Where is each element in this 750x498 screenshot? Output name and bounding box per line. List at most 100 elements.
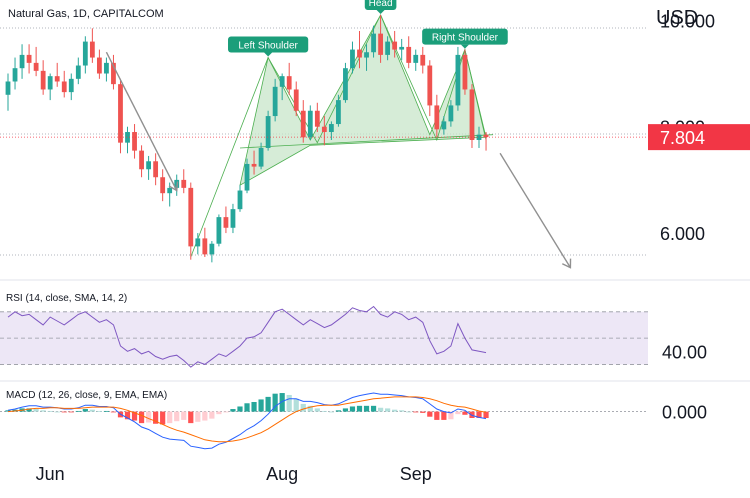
candle[interactable]: [153, 153, 159, 186]
candle[interactable]: [12, 57, 18, 90]
macd-histogram-bar: [131, 411, 138, 421]
candle[interactable]: [251, 150, 257, 175]
candle[interactable]: [462, 49, 468, 95]
candle[interactable]: [118, 78, 123, 154]
candle-body: [75, 65, 81, 79]
candle-body: [321, 126, 327, 133]
candle[interactable]: [378, 15, 383, 63]
candle[interactable]: [68, 73, 74, 101]
candle[interactable]: [343, 62, 348, 103]
candle[interactable]: [188, 182, 194, 260]
candle[interactable]: [104, 57, 109, 82]
candle[interactable]: [336, 94, 341, 127]
candle[interactable]: [385, 36, 391, 61]
candle-body: [392, 41, 398, 50]
candle[interactable]: [328, 121, 334, 140]
candle[interactable]: [364, 44, 369, 71]
candle[interactable]: [350, 41, 355, 74]
candle-body: [272, 86, 278, 117]
macd-histogram-bar: [54, 411, 60, 413]
candle[interactable]: [132, 124, 137, 159]
candle[interactable]: [82, 36, 88, 74]
macd-histogram-bar: [406, 411, 412, 413]
candle[interactable]: [321, 116, 327, 146]
candle[interactable]: [307, 105, 313, 140]
candle[interactable]: [61, 70, 67, 98]
candle-body: [279, 76, 285, 87]
candle[interactable]: [420, 46, 426, 74]
macd-histogram-bar: [293, 398, 299, 412]
candle[interactable]: [40, 60, 46, 95]
candle[interactable]: [19, 44, 25, 79]
candle[interactable]: [47, 73, 53, 101]
candle[interactable]: [441, 116, 447, 135]
candle[interactable]: [26, 44, 32, 74]
candle[interactable]: [223, 206, 229, 234]
candle-body: [336, 100, 341, 125]
candle[interactable]: [265, 110, 271, 151]
pattern-label-pointer: [460, 44, 469, 49]
candle[interactable]: [139, 145, 144, 178]
candle[interactable]: [244, 158, 250, 194]
candle[interactable]: [75, 57, 81, 85]
candle[interactable]: [230, 203, 236, 234]
candle[interactable]: [195, 233, 201, 255]
candle[interactable]: [427, 60, 433, 117]
candle[interactable]: [406, 36, 412, 69]
candle[interactable]: [96, 49, 102, 79]
candle[interactable]: [469, 84, 475, 148]
candle-body: [462, 54, 468, 90]
candle[interactable]: [413, 49, 419, 71]
macd-histogram-bar: [47, 410, 53, 412]
macd-histogram-bar: [237, 406, 243, 412]
candle[interactable]: [258, 142, 264, 170]
candle[interactable]: [54, 62, 60, 87]
candle[interactable]: [434, 94, 440, 138]
candle[interactable]: [399, 38, 405, 61]
candle[interactable]: [279, 73, 285, 101]
candle[interactable]: [111, 54, 116, 90]
candle[interactable]: [476, 126, 482, 148]
last-price-tag[interactable]: 7.804: [648, 124, 750, 151]
candle[interactable]: [125, 126, 130, 154]
macd-histogram-bar: [349, 406, 356, 412]
candle[interactable]: [293, 81, 299, 117]
candle[interactable]: [371, 25, 376, 58]
candle[interactable]: [448, 100, 454, 127]
macd-histogram-bar: [370, 405, 377, 412]
candle-body: [357, 49, 362, 58]
pattern-label-text: Right Shoulder: [432, 33, 499, 44]
candle[interactable]: [209, 241, 215, 263]
macd-histogram-bar: [356, 405, 363, 412]
candle[interactable]: [33, 46, 39, 77]
rsi-pane: 40.00: [0, 305, 707, 368]
macd-histogram-bar: [279, 393, 285, 412]
time-tick-label: Aug: [266, 464, 298, 484]
pattern-label-pointer: [376, 10, 385, 14]
candle[interactable]: [272, 78, 278, 122]
candle[interactable]: [392, 30, 398, 58]
candle[interactable]: [483, 132, 489, 151]
candle[interactable]: [357, 30, 362, 69]
candle[interactable]: [237, 185, 243, 212]
candle-body: [82, 41, 88, 66]
candle[interactable]: [146, 155, 151, 180]
candlestick-series[interactable]: [0, 15, 648, 263]
pattern-label-text: Head: [369, 0, 393, 9]
candle[interactable]: [300, 100, 306, 143]
candle[interactable]: [455, 46, 461, 111]
candle[interactable]: [89, 28, 95, 63]
candle-body: [47, 76, 53, 90]
candle[interactable]: [286, 62, 292, 95]
candle-body: [5, 81, 11, 95]
candle[interactable]: [160, 169, 166, 202]
candle[interactable]: [181, 169, 187, 194]
time-axis[interactable]: Jun Aug Sep: [36, 464, 432, 484]
candle-body: [68, 78, 74, 93]
candle[interactable]: [5, 73, 11, 111]
candle[interactable]: [314, 102, 320, 133]
candle-body: [104, 62, 109, 74]
candle[interactable]: [216, 214, 222, 247]
candle[interactable]: [202, 227, 208, 258]
